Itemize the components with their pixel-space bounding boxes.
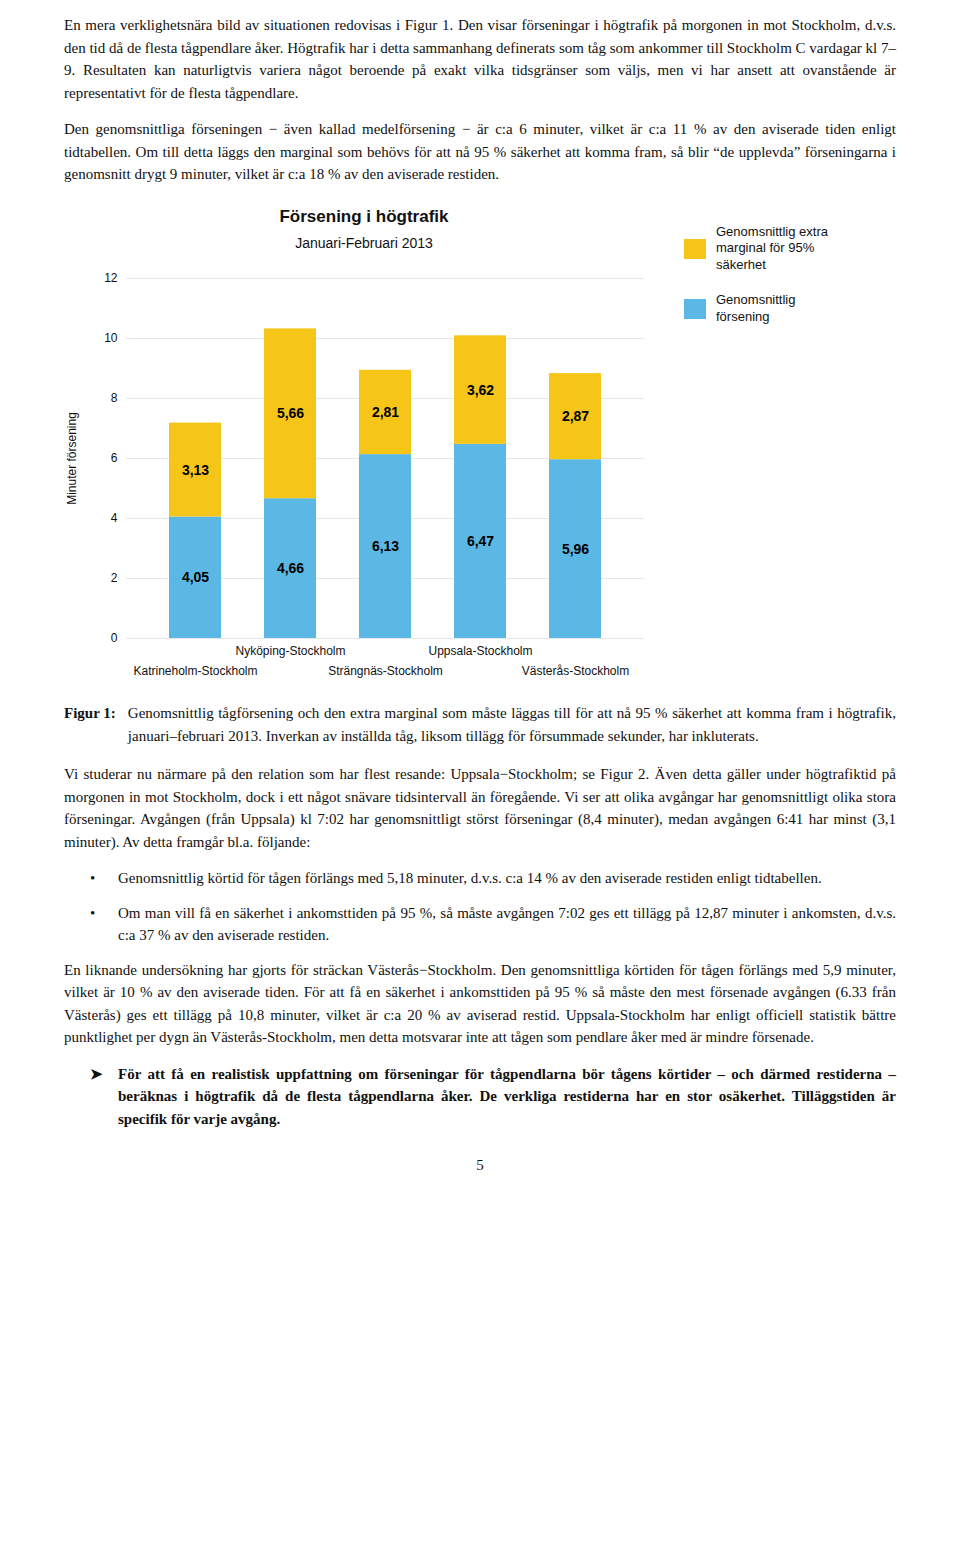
html-text:Januari-Februari 2013: Januari-Februari 2013 [295, 235, 433, 251]
svg-text:Katrineholm-Stockholm: Katrineholm-Stockholm [133, 664, 257, 678]
html-text:försening: försening [716, 309, 770, 325]
svg-text:6,47: 6,47 [467, 533, 494, 549]
svg-text:Minuter försening: Minuter försening [65, 412, 79, 505]
svg-text:10: 10 [104, 331, 118, 345]
html-text:Genomsnittlig: Genomsnittlig [716, 292, 796, 308]
html-text:5: 5 [476, 1157, 484, 1173]
html-text:Om man vill få en säkerhet i a: Om man vill få en säkerhet i ankomsttide… [118, 904, 896, 943]
svg-text:4,66: 4,66 [277, 560, 304, 576]
html-text:Genomsnittlig tågförsening och: Genomsnittlig tågförsening och den extra… [127, 705, 896, 744]
svg-text:2: 2 [111, 571, 118, 585]
svg-text:12: 12 [104, 271, 118, 285]
html-text:Vi studerar nu närmare på den: Vi studerar nu närmare på den relation s… [64, 766, 896, 850]
svg-text:2,81: 2,81 [372, 404, 399, 420]
svg-text:Uppsala-Stockholm: Uppsala-Stockholm [428, 644, 532, 658]
svg-text:6: 6 [111, 451, 118, 465]
html-text:En liknande undersökning har g: En liknande undersökning har gjorts för … [64, 961, 896, 1045]
svg-text:3,62: 3,62 [467, 382, 494, 398]
svg-text:Strängnäs-Stockholm: Strängnäs-Stockholm [328, 664, 443, 678]
html-text:Försening i högtrafik: Försening i högtrafik [279, 206, 449, 226]
html-text:Den genomsnittliga förseningen: Den genomsnittliga förseningen − även ka… [64, 121, 896, 182]
svg-text:Västerås-Stockholm: Västerås-Stockholm [522, 664, 629, 678]
svg-text:8: 8 [111, 391, 118, 405]
html-text:En mera verklighetsnära bild a: En mera verklighetsnära bild av situatio… [64, 17, 896, 101]
svg-text:2,87: 2,87 [562, 408, 589, 424]
svg-text:5,66: 5,66 [277, 405, 304, 421]
svg-text:3,13: 3,13 [182, 462, 209, 478]
svg-text:5,96: 5,96 [562, 541, 589, 557]
svg-text:4: 4 [111, 511, 118, 525]
html-text:säkerhet: säkerhet [716, 257, 766, 273]
html-text:Figur 1:: Figur 1: [64, 705, 116, 721]
svg-text:4,05: 4,05 [182, 569, 209, 585]
html-text:För att få en realistisk uppfa: För att få en realistisk uppfattning om … [118, 1065, 896, 1127]
svg-text:0: 0 [111, 631, 118, 645]
svg-text:6,13: 6,13 [372, 538, 399, 554]
svg-text:Nyköping-Stockholm: Nyköping-Stockholm [235, 644, 345, 658]
html-text:Genomsnittlig körtid för tågen: Genomsnittlig körtid för tågen förlängs … [118, 870, 822, 886]
html-text:marginal för 95%: marginal för 95% [716, 240, 815, 256]
html-text:Genomsnittlig extra: Genomsnittlig extra [716, 223, 828, 239]
